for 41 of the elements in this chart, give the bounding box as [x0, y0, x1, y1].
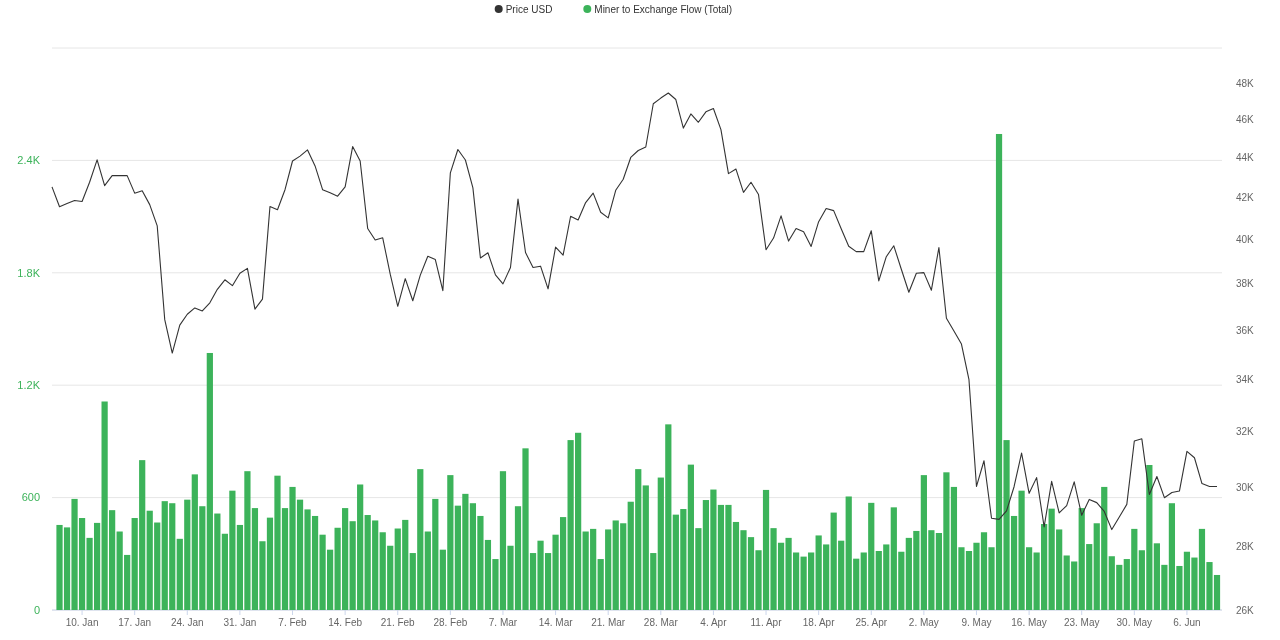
- y-tick-label: 0: [33, 603, 40, 616]
- y2-tick-label: 26K: [1236, 604, 1255, 616]
- x-tick-label: 21. Feb: [380, 617, 416, 628]
- x-tick-label: 18. Apr: [802, 617, 836, 628]
- x-tick-label: 25. Apr: [855, 617, 888, 628]
- y2-tick-label: 42K: [1236, 192, 1255, 204]
- y2-tick-label: 28K: [1236, 540, 1255, 552]
- x-tick-label: 23. May: [1063, 617, 1100, 628]
- y-tick-label: 1.8K: [17, 266, 41, 279]
- x-tick-label: 14. Mar: [538, 617, 574, 628]
- y2-tick-label: 32K: [1236, 426, 1255, 438]
- y2-tick-label: 34K: [1236, 373, 1255, 385]
- x-tick-label: 17. Jan: [118, 617, 152, 628]
- y-tick-label: 1.2K: [17, 379, 41, 392]
- y2-tick-label: 30K: [1236, 481, 1255, 493]
- x-tick-label: 9. May: [961, 617, 992, 628]
- legend-label: Price USD: [505, 4, 553, 15]
- y-tick-label: 2.4K: [17, 154, 41, 167]
- x-tick-label: 30. May: [1116, 617, 1153, 628]
- y2-tick-label: 40K: [1236, 234, 1255, 246]
- x-tick-label: 4. Apr: [700, 617, 728, 628]
- y2-tick-label: 36K: [1236, 324, 1255, 336]
- x-tick-label: 28. Mar: [643, 617, 679, 628]
- x-tick-label: 16. May: [1011, 617, 1047, 628]
- x-tick-label: 24. Jan: [170, 617, 204, 628]
- x-tick-label: 21. Mar: [591, 617, 626, 628]
- x-tick-label: 11. Apr: [750, 617, 783, 628]
- x-tick-label: 7. Mar: [488, 617, 518, 628]
- x-tick-label: 31. Jan: [223, 617, 257, 628]
- x-tick-label: 14. Feb: [328, 617, 363, 628]
- legend-label: Miner to Exchange Flow (Total): [594, 4, 733, 15]
- x-tick-label: 28. Feb: [433, 617, 468, 628]
- y-tick-label: 600: [21, 491, 40, 504]
- x-tick-label: 2. May: [908, 617, 939, 628]
- x-tick-label: 10. Jan: [65, 617, 99, 628]
- x-tick-label: 6. Jun: [1173, 617, 1201, 628]
- y2-tick-label: 44K: [1236, 152, 1255, 164]
- y2-tick-label: 46K: [1236, 114, 1255, 126]
- y2-tick-label: 48K: [1236, 77, 1255, 89]
- y2-tick-label: 38K: [1236, 278, 1255, 290]
- x-tick-label: 7. Feb: [278, 617, 308, 628]
